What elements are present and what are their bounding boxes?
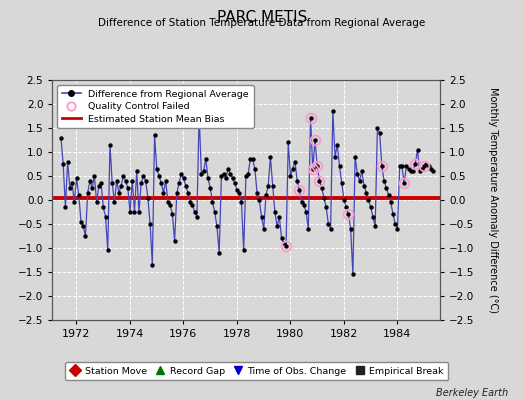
Text: PARC METIS: PARC METIS [217, 10, 307, 25]
Y-axis label: Monthly Temperature Anomaly Difference (°C): Monthly Temperature Anomaly Difference (… [488, 87, 498, 313]
Legend: Difference from Regional Average, Quality Control Failed, Estimated Station Mean: Difference from Regional Average, Qualit… [57, 85, 254, 128]
Legend: Station Move, Record Gap, Time of Obs. Change, Empirical Break: Station Move, Record Gap, Time of Obs. C… [65, 362, 449, 380]
Text: Berkeley Earth: Berkeley Earth [436, 388, 508, 398]
Text: Difference of Station Temperature Data from Regional Average: Difference of Station Temperature Data f… [99, 18, 425, 28]
